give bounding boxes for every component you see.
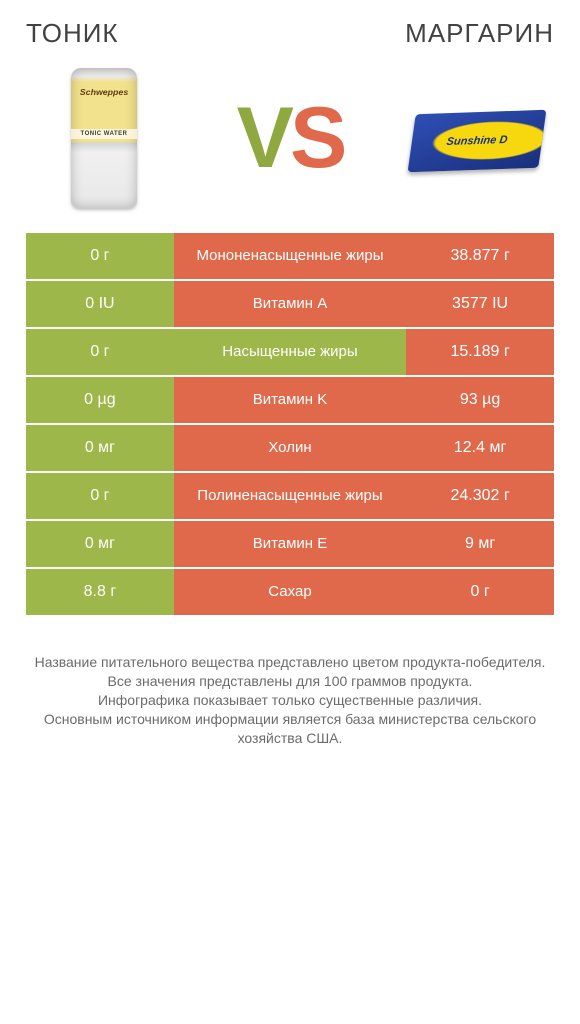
nutrient-label: Холин [174,425,406,471]
infographic: Тоник Маргарин Schweppes TONIC WATER VS … [0,0,580,761]
value-right: 3577 IU [406,281,554,327]
nutrient-label: Витамин A [174,281,406,327]
table-row: 0 гПолиненасыщенные жиры24.302 г [26,473,554,519]
value-right: 0 г [406,569,554,615]
footnote-line: Основным источником информации является … [28,710,552,748]
nutrient-label: Полиненасыщенные жиры [174,473,406,519]
nutrient-label: Насыщенные жиры [174,329,406,375]
value-right: 38.877 г [406,233,554,279]
nutrition-table: 0 гМононенасыщенные жиры38.877 г0 IUВита… [26,231,554,617]
margarine-text: Sunshine D [446,134,509,148]
value-left: 0 г [26,233,174,279]
value-left: 0 IU [26,281,174,327]
nutrient-label: Мононенасыщенные жиры [174,233,406,279]
vs-label: VS [237,89,344,188]
value-left: 0 г [26,473,174,519]
table-row: 0 гМононенасыщенные жиры38.877 г [26,233,554,279]
product-left: Schweppes TONIC WATER [34,63,174,213]
tonic-can-icon: Schweppes TONIC WATER [71,68,137,208]
value-left: 8.8 г [26,569,174,615]
nutrient-label: Витамин K [174,377,406,423]
table-row: 0 IUВитамин A3577 IU [26,281,554,327]
value-right: 24.302 г [406,473,554,519]
title-row: Тоник Маргарин [26,18,554,49]
table-row: 0 мгХолин12.4 мг [26,425,554,471]
nutrient-label: Витамин E [174,521,406,567]
value-right: 12.4 мг [406,425,554,471]
footnote-line: Инфографика показывает только существенн… [28,691,552,710]
value-left: 0 мг [26,425,174,471]
product-right: Sunshine D [406,63,546,213]
image-row: Schweppes TONIC WATER VS Sunshine D [26,63,554,213]
nutrient-label: Сахар [174,569,406,615]
value-right: 93 µg [406,377,554,423]
value-left: 0 г [26,329,174,375]
vs-s: S [290,90,343,186]
value-left: 0 µg [26,377,174,423]
value-right: 15.189 г [406,329,554,375]
footnote-line: Все значения представлены для 100 граммо… [28,672,552,691]
footnote: Название питательного вещества представл… [26,653,554,747]
can-strip: TONIC WATER [71,129,137,139]
can-logo: Schweppes [80,88,128,97]
value-right: 9 мг [406,521,554,567]
table-row: 0 µgВитамин K93 µg [26,377,554,423]
table-row: 8.8 гСахар0 г [26,569,554,615]
title-right: Маргарин [405,18,554,49]
table-row: 0 гНасыщенные жиры15.189 г [26,329,554,375]
title-left: Тоник [26,18,119,49]
value-left: 0 мг [26,521,174,567]
table-row: 0 мгВитамин E9 мг [26,521,554,567]
footnote-line: Название питательного вещества представл… [28,653,552,672]
vs-v: V [237,90,290,186]
margarine-icon: Sunshine D [406,98,546,178]
